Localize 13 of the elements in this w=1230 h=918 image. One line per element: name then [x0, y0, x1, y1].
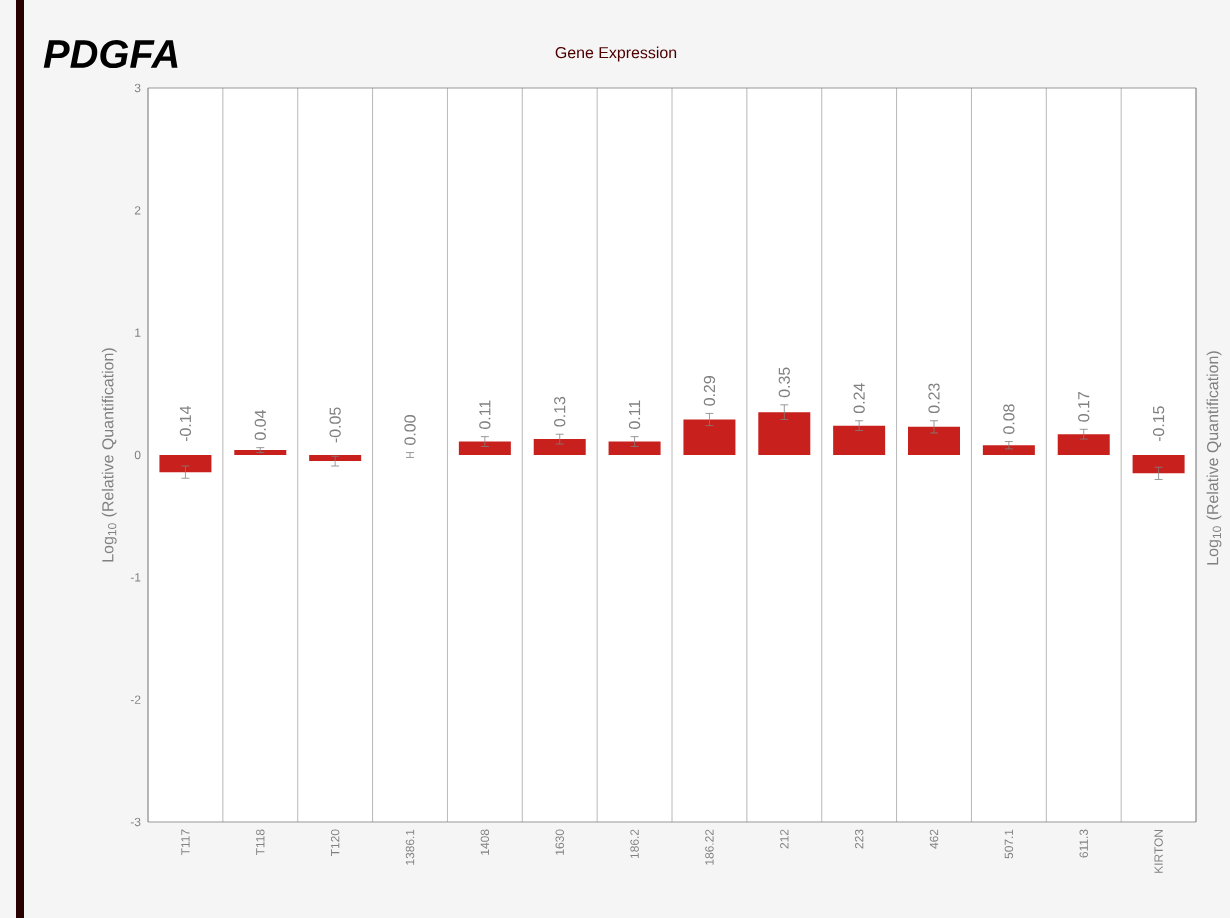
bar [1132, 455, 1185, 474]
bar [458, 441, 511, 455]
bar [758, 412, 811, 455]
bar [533, 439, 586, 455]
bar [683, 419, 736, 455]
bar [159, 455, 212, 473]
bar [309, 455, 362, 462]
bar [982, 445, 1035, 455]
bar [908, 426, 961, 455]
bar [608, 441, 661, 455]
bar [1057, 434, 1110, 455]
chart-title: PDGFA [43, 39, 178, 69]
bar [833, 425, 886, 455]
